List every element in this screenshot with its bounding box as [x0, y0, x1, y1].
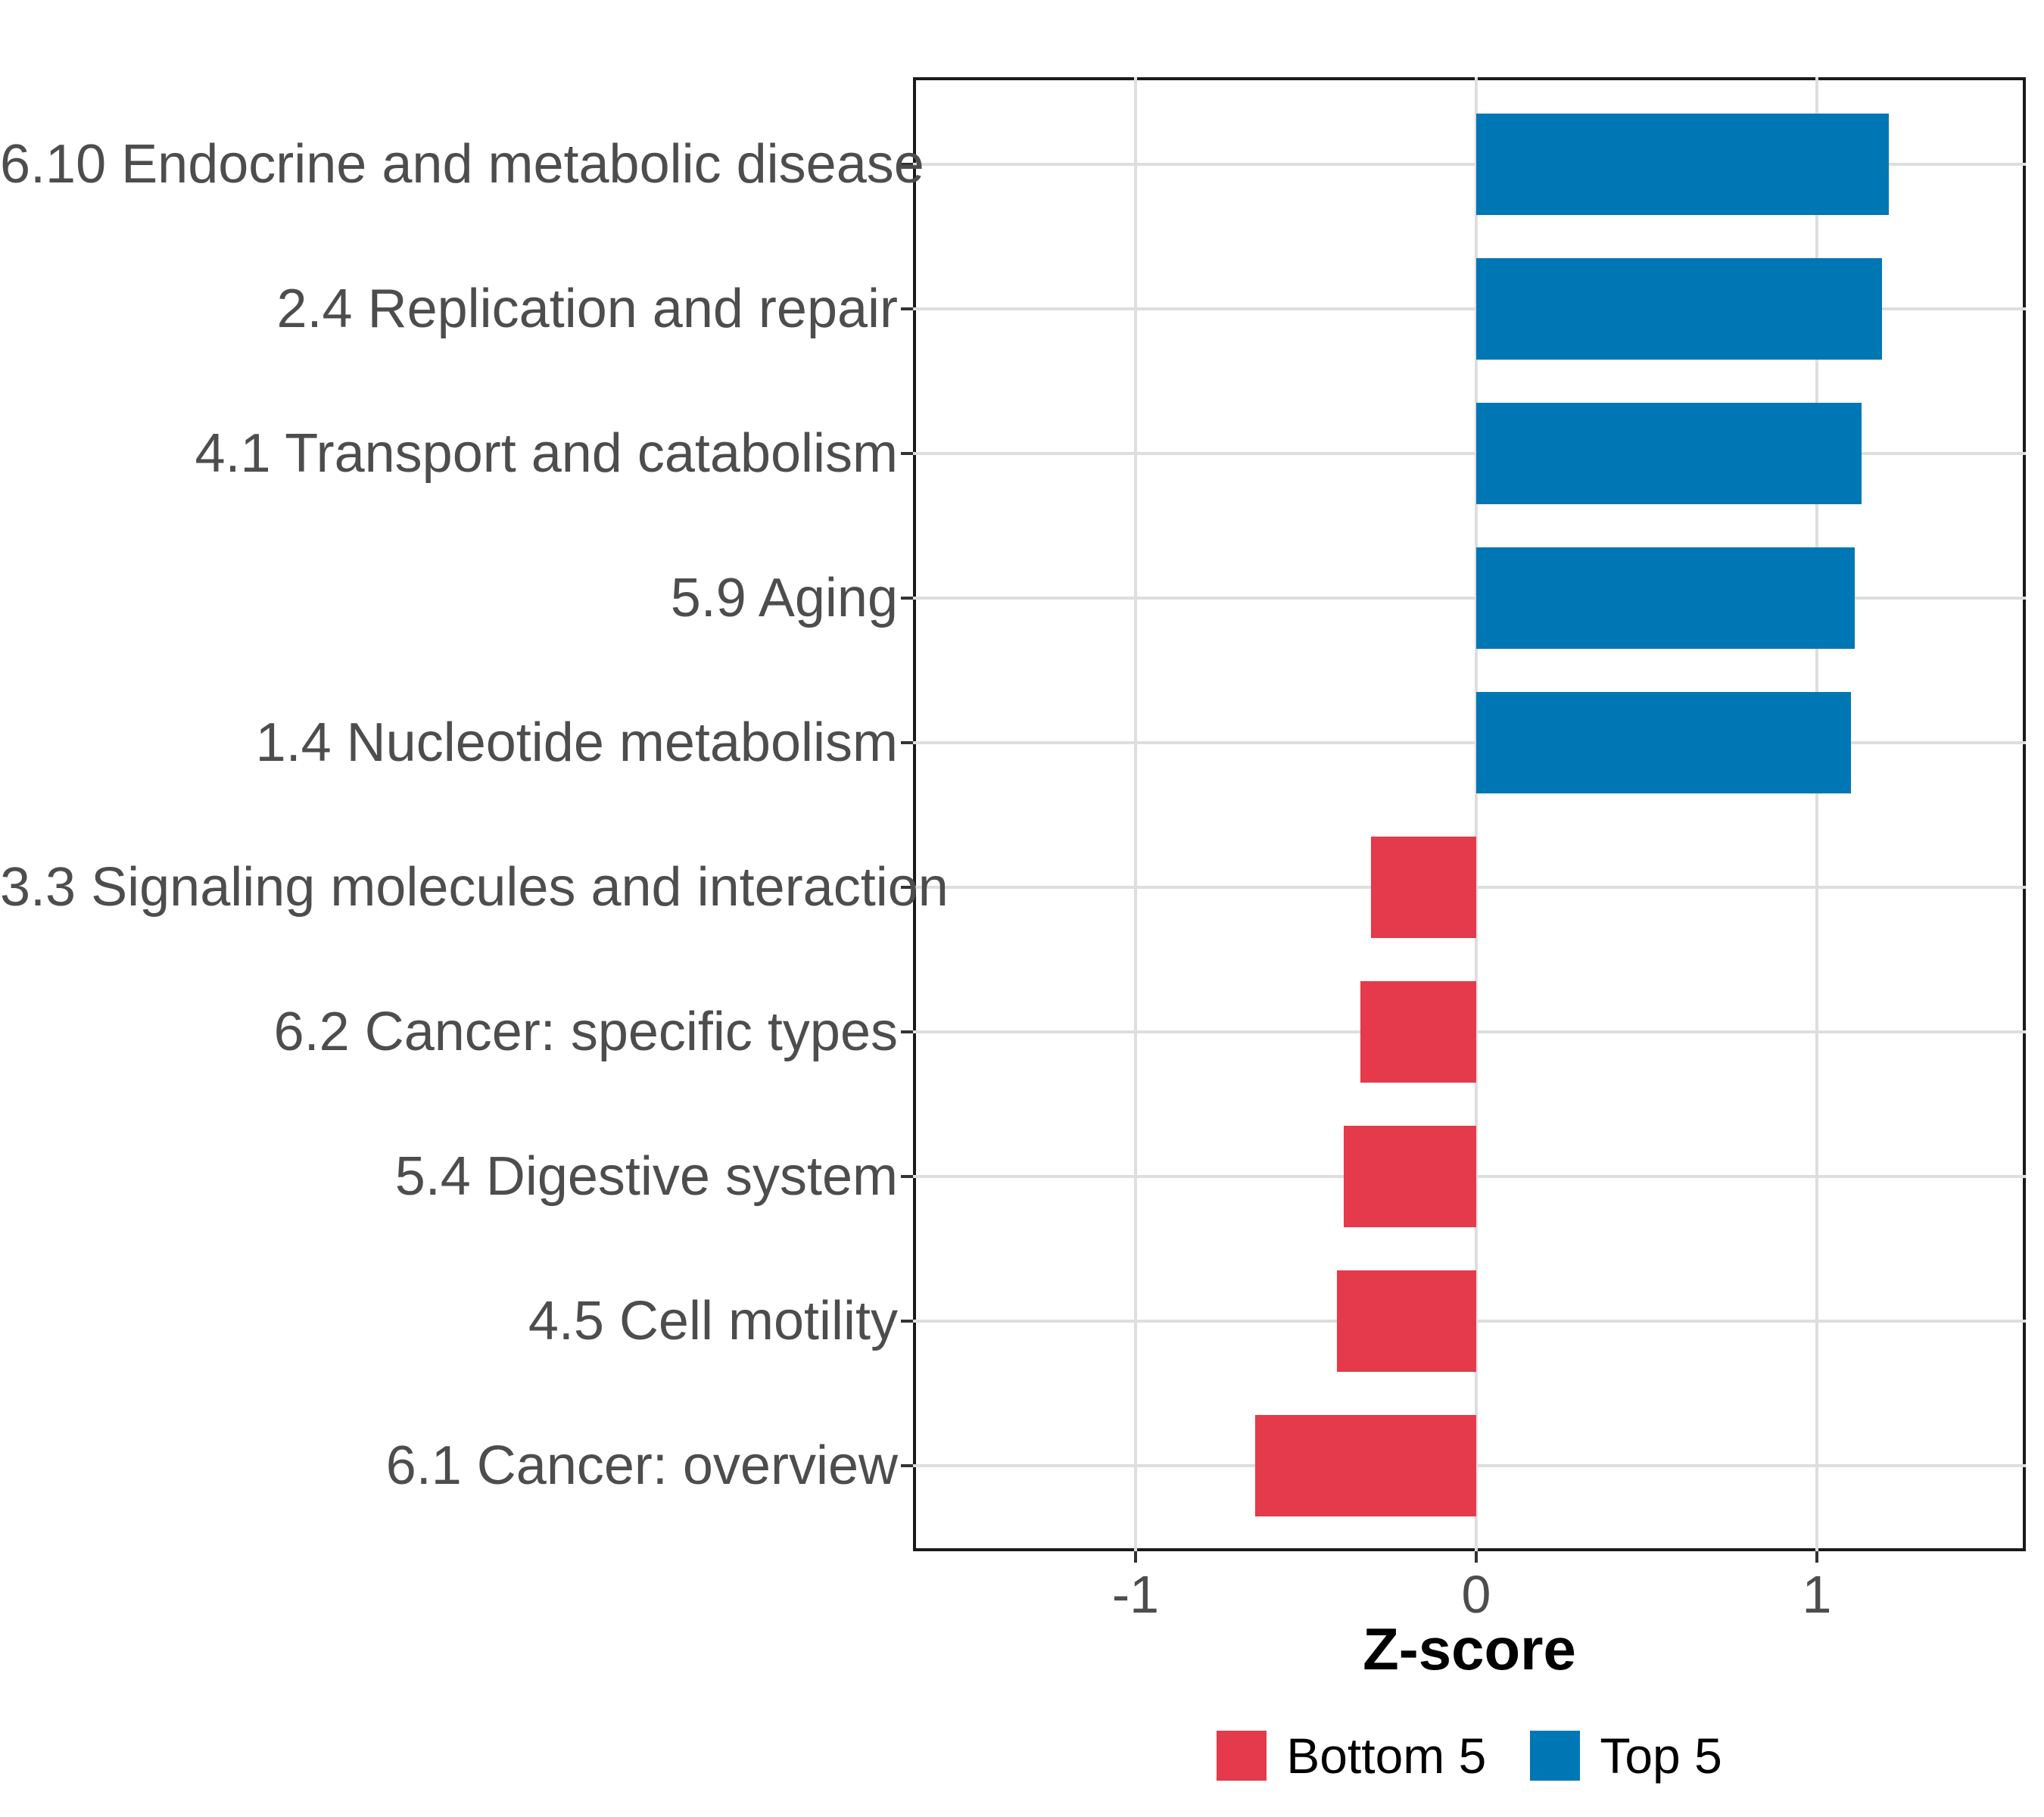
bar: [1476, 402, 1862, 504]
grid-h-line: [913, 740, 2026, 744]
bar: [1254, 1414, 1476, 1516]
y-axis-tick: [901, 162, 913, 166]
y-axis-label: 4.1 Transport and catabolism: [195, 422, 898, 484]
bar: [1476, 113, 1889, 215]
y-axis-label: 6.10 Endocrine and metabolic disease: [0, 133, 924, 195]
y-axis-label: 2.4 Replication and repair: [276, 278, 898, 339]
y-axis-tick: [901, 1174, 913, 1178]
x-axis-tick-label: 1: [1802, 1565, 1832, 1624]
bar: [1476, 691, 1851, 793]
grid-h-line: [913, 307, 2026, 310]
grid-v-line: [1475, 77, 1478, 1551]
x-axis-title: Z-score: [1363, 1616, 1576, 1682]
y-axis-tick: [901, 1319, 913, 1323]
grid-h-line: [913, 162, 2026, 166]
legend-label-top5: Top 5: [1600, 1728, 1722, 1784]
y-axis-tick: [901, 451, 913, 455]
y-axis-label: 5.4 Digestive system: [394, 1145, 898, 1207]
bar: [1360, 980, 1476, 1083]
legend: Bottom 5 Top 5: [913, 1729, 2026, 1782]
legend-swatch-bottom5: [1217, 1731, 1267, 1781]
y-axis-label: 5.9 Aging: [670, 567, 898, 628]
grid-v-line: [1815, 77, 1818, 1551]
grid-h-line: [913, 596, 2026, 600]
y-axis-tick: [901, 307, 913, 310]
y-axis-tick: [901, 1030, 913, 1033]
y-axis-label: 4.5 Cell motility: [528, 1290, 898, 1351]
y-axis-label: 3.3 Signaling molecules and interaction: [0, 856, 949, 918]
y-axis-label: 6.2 Cancer: specific types: [273, 1001, 898, 1062]
x-axis-tick: [1475, 1551, 1478, 1563]
legend-item-top5: Top 5: [1530, 1729, 1722, 1782]
x-axis-tick-label: 0: [1461, 1565, 1491, 1624]
bar: [1343, 1125, 1476, 1227]
grid-v-line: [1134, 77, 1137, 1551]
bar: [1476, 257, 1882, 360]
y-axis-tick: [901, 1463, 913, 1467]
bar: [1336, 1270, 1476, 1372]
y-axis-tick: [901, 885, 913, 889]
x-axis-tick: [1815, 1551, 1818, 1563]
plot-panel: [913, 77, 2026, 1551]
y-axis-label: 6.1 Cancer: overview: [385, 1435, 898, 1496]
bar: [1370, 836, 1476, 938]
y-axis-tick: [901, 740, 913, 744]
legend-item-bottom5: Bottom 5: [1217, 1729, 1486, 1782]
legend-swatch-top5: [1530, 1731, 1581, 1781]
legend-label-bottom5: Bottom 5: [1286, 1728, 1487, 1784]
grid-h-line: [913, 451, 2026, 455]
x-axis-tick: [1134, 1551, 1137, 1563]
y-axis-label: 1.4 Nucleotide metabolism: [255, 712, 898, 773]
y-axis-tick: [901, 596, 913, 600]
x-axis-tick-label: -1: [1111, 1565, 1160, 1624]
bar: [1476, 547, 1855, 649]
